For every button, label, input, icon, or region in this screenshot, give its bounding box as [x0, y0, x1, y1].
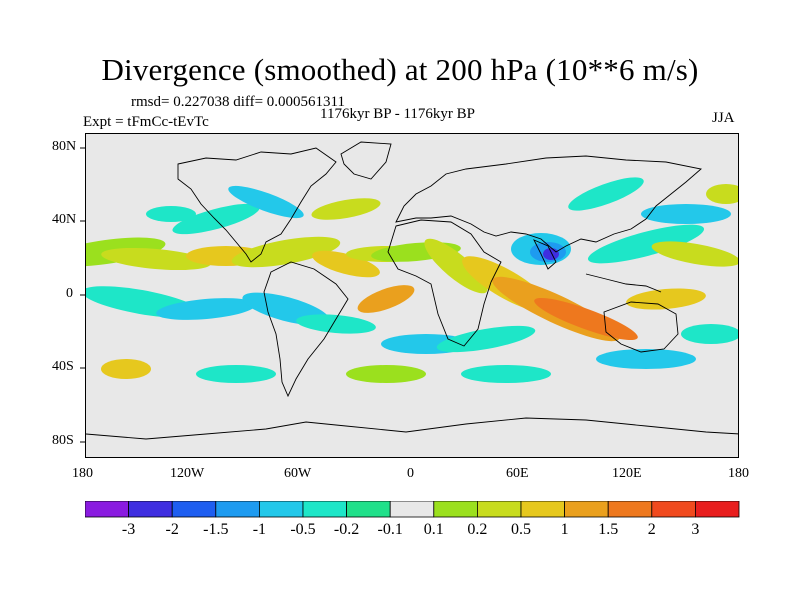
- coast-indonesia: [585, 273, 662, 293]
- field-blob-3: [231, 236, 341, 268]
- colorbar-swatch-3: [215, 501, 260, 518]
- field-blob-25: [146, 206, 196, 222]
- x-tick-120w: 120W: [170, 466, 205, 481]
- field-blob-33: [461, 365, 551, 383]
- stats-text: rmsd= 0.227038 diff= 0.000561311: [131, 94, 345, 110]
- x-tick-60e: 60E: [506, 466, 529, 481]
- colorbar-swatch-6: [346, 501, 391, 518]
- field-blob-35: [101, 359, 151, 379]
- x-tick-120e: 120E: [612, 466, 642, 481]
- colorbar-swatch-5: [302, 501, 347, 518]
- colorbar-swatch-1: [128, 501, 173, 518]
- field-blob-27: [311, 198, 381, 220]
- colorbar-label-5: -0.2: [333, 521, 360, 538]
- coast-greenland: [340, 141, 392, 180]
- colorbar-swatch-9: [476, 501, 522, 518]
- map-panel: [85, 133, 739, 458]
- colorbar-swatch-7: [389, 501, 435, 518]
- field-blob-17: [436, 325, 536, 353]
- colorbar-label-7: 0.1: [423, 521, 444, 538]
- colorbar-label-0: -3: [121, 521, 136, 538]
- x-tick-60w: 60W: [284, 466, 312, 481]
- field-blob-4: [312, 250, 380, 278]
- colorbar-label-10: 1: [560, 521, 569, 538]
- y-tick-80s: 80S: [52, 433, 74, 448]
- field-blob-28: [568, 177, 644, 211]
- y-tick-80n: 80N: [52, 139, 77, 154]
- field-blob-26: [228, 185, 304, 219]
- coast-south-america: [263, 261, 349, 398]
- colorbar-swatch-13: [651, 501, 696, 518]
- coast-africa: [387, 219, 502, 347]
- y-axis-ticks: [80, 147, 86, 443]
- colorbar-label-12: 2: [647, 521, 656, 538]
- field-blob-21: [587, 224, 705, 264]
- coast-antarctica: [86, 417, 738, 440]
- colorbar-swatch-2: [171, 501, 217, 518]
- field-blob-30: [706, 184, 738, 204]
- colorbar-swatch-8: [433, 501, 478, 518]
- colorbar-label-11: 1.5: [598, 521, 619, 538]
- field-blob-1: [101, 247, 211, 271]
- field-blob-10: [534, 297, 638, 341]
- colorbar-swatch-14: [695, 501, 740, 518]
- field-blob-14: [296, 314, 376, 334]
- divergence-field: [86, 177, 738, 383]
- colorbar-label-13: 3: [691, 521, 700, 538]
- field-blob-22: [651, 241, 738, 267]
- field-blob-24: [172, 203, 260, 235]
- period-text: 1176kyr BP - 1176kyr BP: [320, 106, 476, 122]
- colorbar-label-1: -2: [165, 521, 179, 538]
- field-blob-31: [196, 365, 276, 383]
- y-tick-40n: 40N: [52, 212, 77, 227]
- coast-eurasia: [395, 155, 702, 253]
- colorbar-swatch-11: [564, 501, 609, 518]
- y-tick-0: 0: [66, 286, 73, 301]
- colorbar-label-8: 0.2: [467, 521, 488, 538]
- field-blob-12: [156, 298, 256, 320]
- coast-india: [533, 239, 557, 270]
- x-tick-180w: 180: [72, 466, 93, 481]
- field-blob-23: [626, 288, 706, 310]
- coastlines: [86, 141, 738, 440]
- colorbar-label-3: -1: [252, 521, 267, 538]
- colorbar-label-2: -1.5: [203, 521, 229, 538]
- colorbar-label-4: -0.5: [290, 521, 316, 538]
- field-blob-7: [424, 238, 488, 294]
- coast-australia: [603, 301, 679, 353]
- map-plot: [86, 134, 738, 457]
- chart-title: Divergence (smoothed) at 200 hPa (10**6 …: [101, 52, 699, 87]
- y-tick-40s: 40S: [52, 359, 74, 374]
- season-text: JJA: [712, 110, 735, 126]
- colorbar-label-9: 0.5: [511, 521, 531, 538]
- colorbar-swatch-12: [607, 501, 653, 518]
- x-tick-180e: 180: [728, 466, 749, 481]
- colorbar-swatch-4: [258, 501, 304, 518]
- colorbar-label-6: -0.1: [377, 521, 403, 538]
- field-blob-15: [357, 285, 415, 313]
- colorbar-swatch-0: [85, 501, 129, 518]
- field-blob-34: [596, 349, 696, 369]
- colorbar: [85, 501, 740, 518]
- field-blob-36: [681, 324, 738, 344]
- experiment-text: Expt = tFmCc-tEvTc: [83, 114, 209, 130]
- colorbar-swatch-10: [520, 501, 565, 518]
- field-blob-32: [346, 365, 426, 383]
- field-blob-29: [641, 204, 731, 224]
- field-blob-20: [543, 248, 559, 260]
- x-tick-0: 0: [407, 466, 414, 481]
- coast-north-america: [177, 147, 337, 263]
